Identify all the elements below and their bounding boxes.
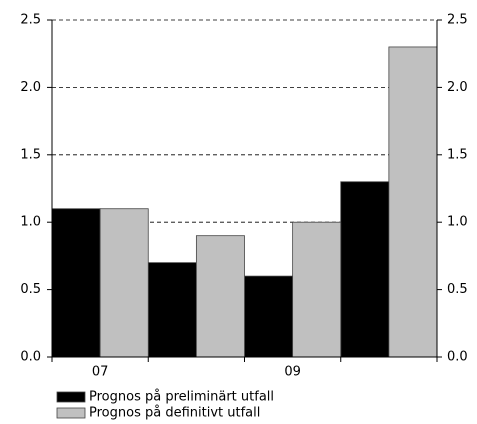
bar (388, 46, 438, 358)
bar (51, 208, 101, 358)
x-tick-label: 07 (92, 365, 109, 380)
y-tick-label: 2.5 (20, 13, 41, 28)
bar (340, 181, 390, 358)
y2-tick-label: 1.5 (447, 147, 468, 162)
bar (147, 262, 197, 358)
y-tick-label: 0.5 (20, 282, 41, 297)
legend-swatch (56, 391, 86, 403)
y2-tick-label: 0.5 (447, 282, 468, 297)
bar (195, 235, 245, 358)
y2-tick-label: 1.0 (447, 215, 468, 230)
bar (244, 275, 294, 358)
x-tick-label: 09 (284, 365, 301, 380)
bar (292, 221, 342, 358)
bar (99, 208, 149, 358)
y2-tick-label: 2.5 (447, 13, 468, 28)
y-tick-label: 1.0 (20, 215, 41, 230)
legend-label: Prognos på definitivt utfall (89, 406, 260, 421)
legend-swatch (56, 407, 86, 419)
y2-tick-label: 2.0 (447, 80, 468, 95)
y2-tick-label: 0.0 (447, 350, 468, 365)
y-tick-label: 2.0 (20, 80, 41, 95)
y-tick-label: 0.0 (20, 350, 41, 365)
legend-label: Prognos på preliminärt utfall (89, 390, 274, 405)
y-tick-label: 1.5 (20, 147, 41, 162)
